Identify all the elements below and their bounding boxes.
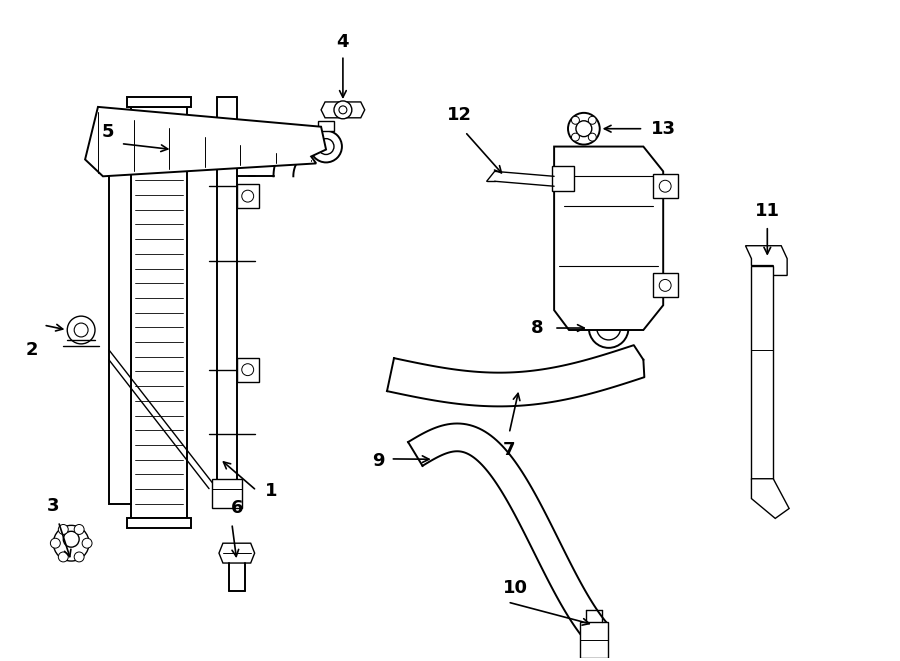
Circle shape <box>74 524 84 534</box>
Circle shape <box>63 531 79 547</box>
Polygon shape <box>552 167 574 191</box>
Polygon shape <box>554 147 663 330</box>
Polygon shape <box>318 121 334 131</box>
Polygon shape <box>127 518 191 528</box>
Circle shape <box>53 525 89 561</box>
Polygon shape <box>752 266 773 479</box>
Circle shape <box>58 524 68 534</box>
Circle shape <box>318 139 334 155</box>
Text: 2: 2 <box>25 341 38 359</box>
Circle shape <box>589 116 596 124</box>
Circle shape <box>659 280 671 292</box>
Polygon shape <box>745 246 788 276</box>
Text: 11: 11 <box>755 202 779 220</box>
Text: 3: 3 <box>47 496 59 514</box>
Circle shape <box>74 552 84 562</box>
Text: 13: 13 <box>651 120 676 137</box>
Text: 8: 8 <box>531 319 544 337</box>
Circle shape <box>242 364 254 375</box>
Circle shape <box>310 131 342 163</box>
Text: 1: 1 <box>266 482 278 500</box>
Circle shape <box>50 538 60 548</box>
Polygon shape <box>653 274 678 297</box>
Circle shape <box>58 552 68 562</box>
Circle shape <box>576 121 592 137</box>
Circle shape <box>82 538 92 548</box>
Circle shape <box>242 190 254 202</box>
Polygon shape <box>752 479 789 518</box>
Circle shape <box>597 316 621 340</box>
Text: 6: 6 <box>230 500 243 518</box>
Circle shape <box>68 316 95 344</box>
Polygon shape <box>580 622 608 658</box>
Polygon shape <box>653 175 678 198</box>
Text: 5: 5 <box>102 123 114 141</box>
Polygon shape <box>127 97 191 107</box>
Text: 4: 4 <box>337 34 349 52</box>
Polygon shape <box>219 543 255 563</box>
Polygon shape <box>321 102 365 118</box>
Polygon shape <box>86 107 326 176</box>
Circle shape <box>659 180 671 192</box>
Polygon shape <box>130 107 187 518</box>
Text: 9: 9 <box>373 452 385 470</box>
Circle shape <box>74 323 88 337</box>
Circle shape <box>334 101 352 119</box>
Text: 10: 10 <box>503 579 528 597</box>
Circle shape <box>572 116 580 124</box>
Polygon shape <box>109 122 130 504</box>
Text: 12: 12 <box>447 106 473 124</box>
Polygon shape <box>212 479 242 508</box>
Text: 7: 7 <box>503 442 516 459</box>
Circle shape <box>589 133 596 141</box>
Circle shape <box>572 133 580 141</box>
Polygon shape <box>237 184 258 208</box>
Circle shape <box>568 113 599 145</box>
Circle shape <box>589 308 628 348</box>
Circle shape <box>339 106 346 114</box>
Polygon shape <box>237 358 258 381</box>
Polygon shape <box>598 298 618 308</box>
